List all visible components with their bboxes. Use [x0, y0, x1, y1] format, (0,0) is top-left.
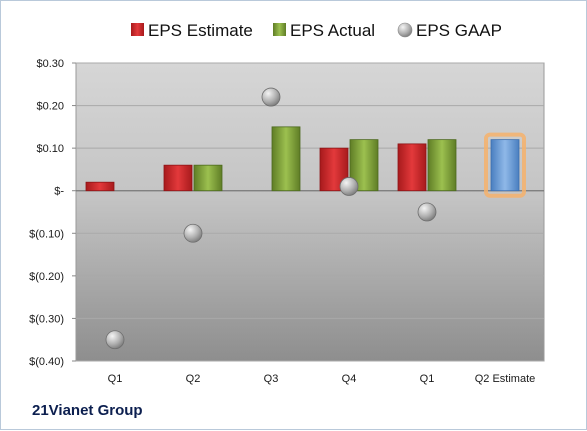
gaap-point [183, 223, 203, 243]
x-tick-label: Q4 [342, 373, 357, 385]
legend-swatch [273, 23, 286, 36]
x-tick-label: Q3 [264, 373, 279, 385]
plot-area [75, 62, 545, 362]
legend-label: EPS Estimate [148, 21, 253, 40]
x-tick-label: Q1 [108, 373, 123, 385]
company-name: 21Vianet Group [32, 402, 143, 419]
legend-swatch [397, 22, 413, 38]
gaap-point [417, 202, 437, 222]
y-tick-label: $(0.40) [29, 356, 64, 368]
gaap-point [339, 177, 359, 196]
estimate-bar [163, 164, 193, 192]
y-tick-label: $0.30 [36, 58, 64, 70]
y-tick-label: $0.10 [36, 143, 64, 155]
gaap-point [261, 87, 281, 107]
forecast-highlight [484, 132, 526, 198]
actual-bar [193, 164, 223, 192]
forecast-bar [490, 139, 520, 192]
y-tick-label: $(0.30) [29, 313, 64, 325]
y-tick-label: $- [54, 186, 64, 198]
y-tick-label: $(0.20) [29, 271, 64, 283]
actual-bar [271, 126, 301, 192]
actual-bar [427, 139, 457, 192]
legend-label: EPS GAAP [416, 21, 502, 40]
x-tick-label: Q1 [420, 373, 435, 385]
y-tick-label: $0.20 [36, 101, 64, 113]
y-tick-label: $(0.10) [29, 228, 64, 240]
x-tick-label: Q2 [186, 373, 201, 385]
estimate-bar [85, 181, 115, 192]
legend-swatch [131, 23, 144, 36]
gaap-point [105, 330, 125, 350]
estimate-bar [397, 143, 427, 192]
x-tick-label: Q2 Estimate [475, 373, 536, 385]
legend-label: EPS Actual [290, 21, 375, 40]
